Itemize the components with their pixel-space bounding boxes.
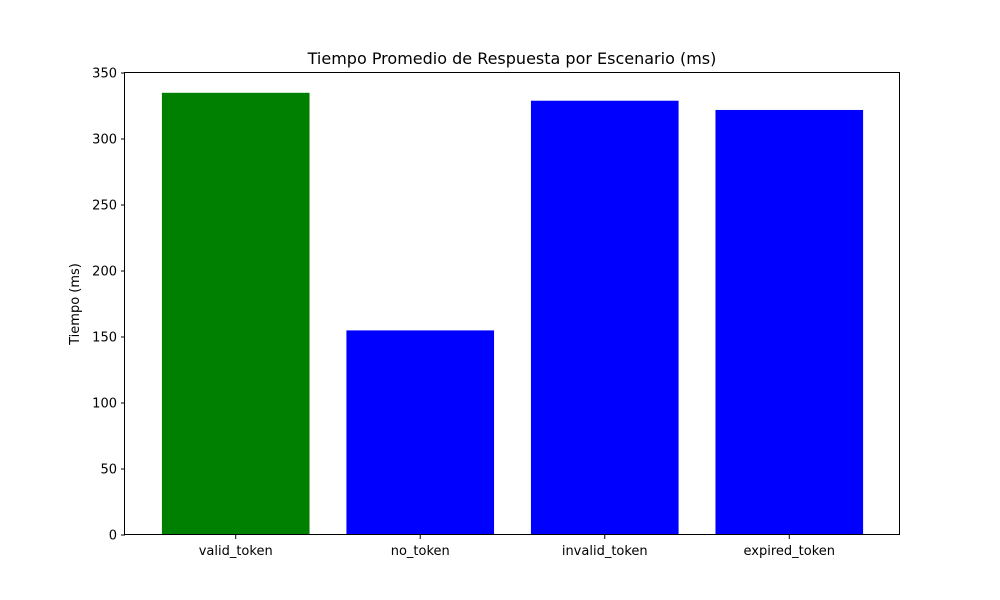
bar-expired_token	[715, 109, 864, 536]
plot-frame	[124, 72, 900, 535]
x-tick-label: no_token	[391, 544, 450, 559]
x-ticks-group: valid_token no_token invalid_token expired_…	[199, 535, 835, 559]
y-tick-label: 0	[109, 529, 117, 544]
y-tick-label: 200	[92, 265, 117, 280]
bar-no_token	[346, 330, 495, 535]
bar-invalid_token	[530, 100, 679, 535]
x-tick-label: valid_token	[199, 544, 273, 559]
bars-group	[161, 92, 864, 536]
chart-title: Tiempo Promedio de Respuesta por Escenar…	[307, 49, 717, 68]
y-tick-label: 50	[100, 463, 117, 478]
y-axis-label: Tiempo (ms)	[68, 263, 83, 346]
y-tick-label: 150	[92, 331, 117, 346]
x-tick-label: invalid_token	[562, 544, 648, 559]
bar-valid_token	[161, 92, 310, 536]
y-tick-label: 250	[92, 199, 117, 214]
y-tick-label: 300	[92, 133, 117, 148]
y-tick-label: 100	[92, 397, 117, 412]
x-tick-label: expired_token	[744, 544, 836, 559]
y-tick-label: 350	[92, 67, 117, 82]
y-ticks-group: 0 50 100 150 200 250 300 350	[92, 67, 125, 544]
